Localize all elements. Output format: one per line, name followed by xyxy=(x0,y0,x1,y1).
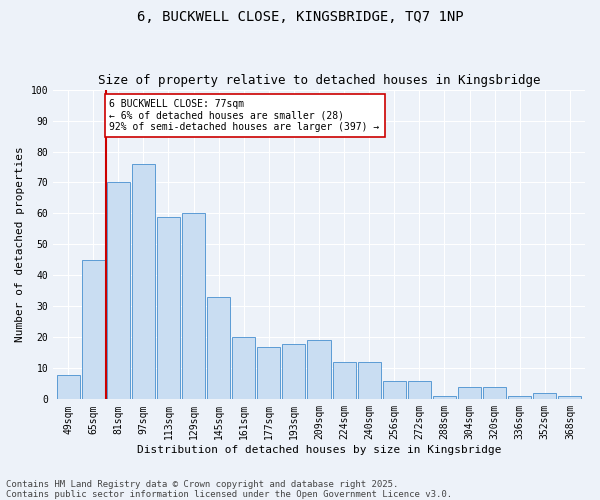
Bar xyxy=(383,380,406,400)
Bar xyxy=(433,396,456,400)
Y-axis label: Number of detached properties: Number of detached properties xyxy=(15,146,25,342)
Bar xyxy=(232,338,255,400)
Text: 6 BUCKWELL CLOSE: 77sqm
← 6% of detached houses are smaller (28)
92% of semi-det: 6 BUCKWELL CLOSE: 77sqm ← 6% of detached… xyxy=(109,99,380,132)
Title: Size of property relative to detached houses in Kingsbridge: Size of property relative to detached ho… xyxy=(98,74,540,87)
Bar xyxy=(82,260,105,400)
Bar xyxy=(508,396,532,400)
Bar xyxy=(483,387,506,400)
Bar xyxy=(157,216,180,400)
X-axis label: Distribution of detached houses by size in Kingsbridge: Distribution of detached houses by size … xyxy=(137,445,501,455)
Bar xyxy=(408,380,431,400)
Bar xyxy=(358,362,381,400)
Bar xyxy=(533,393,556,400)
Bar xyxy=(56,374,80,400)
Bar xyxy=(207,297,230,400)
Bar xyxy=(107,182,130,400)
Bar xyxy=(283,344,305,400)
Bar xyxy=(307,340,331,400)
Text: Contains HM Land Registry data © Crown copyright and database right 2025.
Contai: Contains HM Land Registry data © Crown c… xyxy=(6,480,452,499)
Bar xyxy=(458,387,481,400)
Bar xyxy=(559,396,581,400)
Bar xyxy=(257,346,280,400)
Bar xyxy=(132,164,155,400)
Text: 6, BUCKWELL CLOSE, KINGSBRIDGE, TQ7 1NP: 6, BUCKWELL CLOSE, KINGSBRIDGE, TQ7 1NP xyxy=(137,10,463,24)
Bar xyxy=(332,362,356,400)
Bar xyxy=(182,214,205,400)
